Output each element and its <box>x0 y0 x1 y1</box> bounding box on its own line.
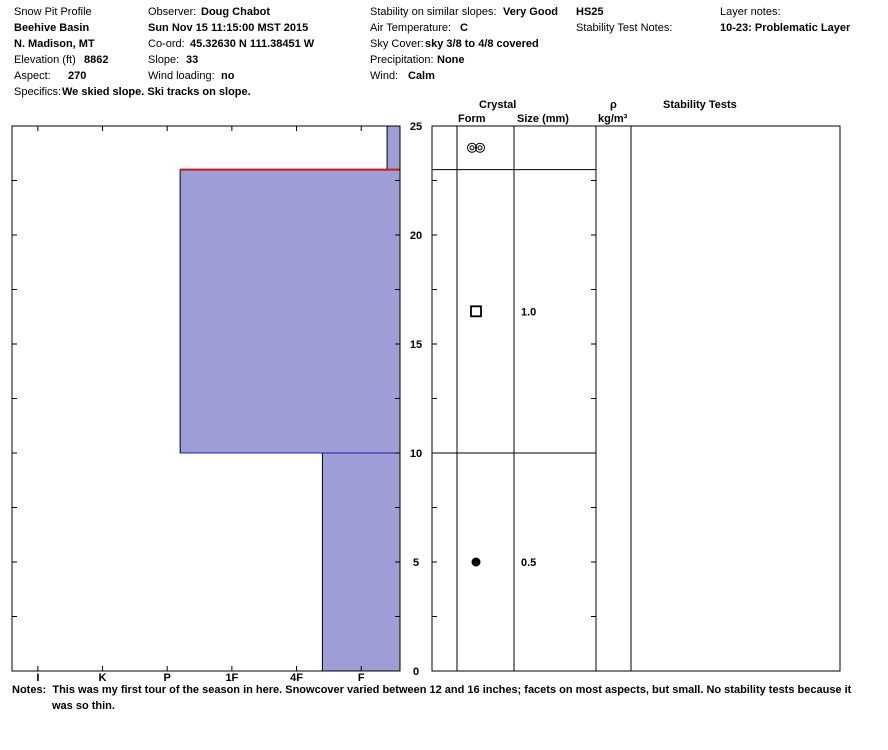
form-header: Form <box>458 113 486 125</box>
precip-value: None <box>437 54 465 66</box>
aspect-label: Aspect: <box>14 70 51 82</box>
x-tick-label: F <box>358 672 365 684</box>
stability-notes-label: Stability Test Notes: <box>576 22 673 34</box>
x-tick-label: P <box>164 672 171 684</box>
stability-label: Stability on similar slopes: <box>370 6 497 18</box>
y-tick-label: 20 <box>410 230 422 242</box>
y-tick-label: 0 <box>413 666 419 678</box>
y-tick-label: 5 <box>413 557 419 569</box>
wind-loading-value: no <box>221 70 235 82</box>
slope-label: Slope: <box>148 54 180 66</box>
wind-label: Wind: <box>370 70 399 82</box>
stability-value: Very Good <box>503 6 559 18</box>
precip-particle-icon <box>467 142 485 153</box>
layer-notes-value: 10-23: Problematic Layer <box>720 22 851 34</box>
date-value: Sun Nov 15 11:15:00 MST 2015 <box>148 22 309 34</box>
precip-inner-left <box>469 145 475 151</box>
grain-table-frame <box>431 125 841 672</box>
profile-title: Snow Pit Profile <box>14 6 92 18</box>
coord-label: Co-ord: <box>148 38 185 50</box>
precip-ring-right <box>475 142 485 153</box>
specifics-value: We skied slope. Ski tracks on slope. <box>62 86 251 98</box>
hs-value: HS25 <box>576 6 604 18</box>
x-tick-label: 1F <box>225 672 238 684</box>
hardness-bar-1 <box>179 169 401 454</box>
x-tick-label: 4F <box>290 672 303 684</box>
precip-label: Precipitation: <box>370 54 434 66</box>
rounded-grain-icon <box>471 557 481 567</box>
precip-ring-left <box>467 142 477 153</box>
wind-loading-label: Wind loading: <box>148 70 215 82</box>
wind-value: Calm <box>408 70 435 82</box>
x-tick-label: K <box>99 672 107 684</box>
hardness-bar-0 <box>321 452 401 672</box>
notes-line-2: was so thin. <box>52 700 115 712</box>
crystal-header: Crystal <box>479 99 517 111</box>
sky-value: sky 3/8 to 4/8 covered <box>425 38 539 50</box>
notes-label: Notes: <box>12 684 47 696</box>
x-tick-label: I <box>36 672 39 684</box>
specifics-label: Specifics: <box>14 86 62 98</box>
y-tick-label: 10 <box>410 448 422 460</box>
density-header: ρ <box>610 99 617 111</box>
grain-size-label: 0.5 <box>521 557 536 569</box>
faceted-grain-icon <box>470 305 482 318</box>
elevation-value: 8862 <box>84 54 109 66</box>
air-temp-value: C <box>460 22 468 34</box>
slope-value: 33 <box>186 54 199 66</box>
layer-notes-label: Layer notes: <box>720 6 781 18</box>
observer-value: Doug Chabot <box>201 6 271 18</box>
precip-inner-right <box>477 145 483 151</box>
elevation-label: Elevation (ft) <box>14 54 76 66</box>
region: N. Madison, MT <box>14 38 95 50</box>
air-temp-label: Air Temperature: <box>370 22 452 34</box>
observer-label: Observer: <box>148 6 197 18</box>
sky-label: Sky Cover: <box>370 38 424 50</box>
y-tick-label: 15 <box>410 339 422 351</box>
stability-tests-header: Stability Tests <box>663 99 737 111</box>
aspect-value: 270 <box>68 70 87 82</box>
size-header: Size (mm) <box>517 113 569 125</box>
notes-line-1: This was my first tour of the season in … <box>52 684 852 696</box>
notes: Notes: This was my first tour of the sea… <box>12 682 872 714</box>
grain-size-label: 1.0 <box>521 306 536 318</box>
y-tick-label: 25 <box>410 121 422 133</box>
hardness-bar-2 <box>386 125 401 171</box>
coord-value: 45.32630 N 111.38451 W <box>190 38 315 50</box>
density-unit: kg/m³ <box>598 113 628 125</box>
location: Beehive Basin <box>14 22 90 34</box>
